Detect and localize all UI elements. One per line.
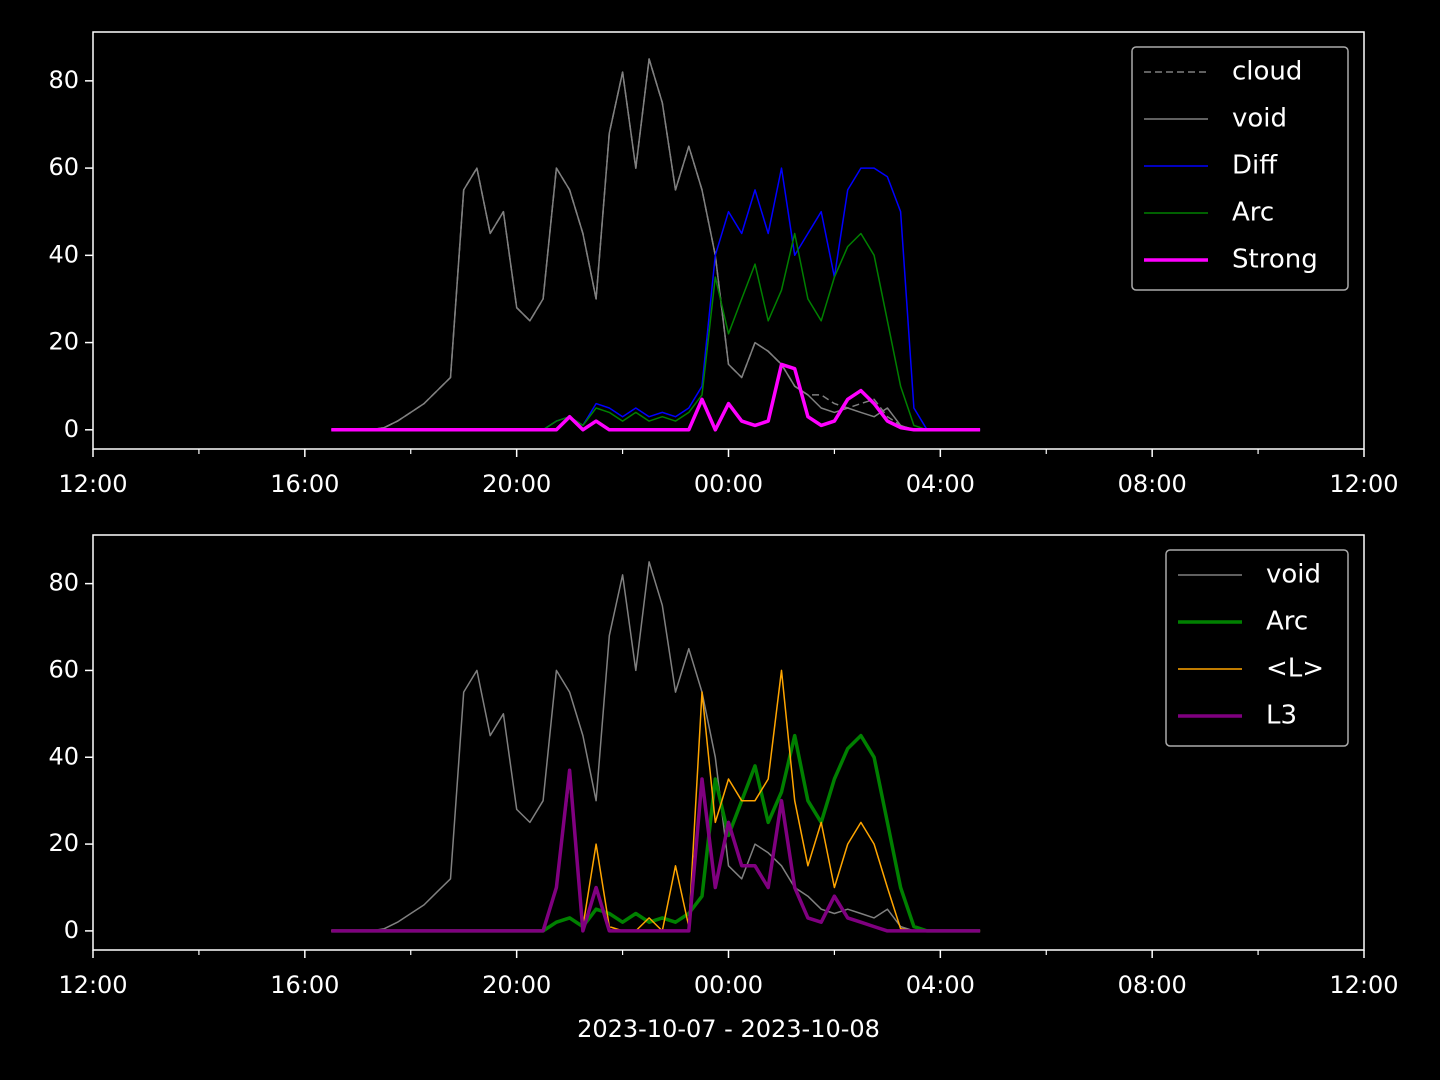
- x-tick-label: 04:00: [906, 470, 975, 498]
- y-tick-label: 80: [48, 569, 79, 597]
- legend-label: Diff: [1232, 151, 1278, 181]
- legend-label: cloud: [1232, 57, 1302, 87]
- x-tick-label: 20:00: [482, 470, 551, 498]
- series-line: [331, 768, 981, 933]
- series-line: [331, 362, 981, 432]
- x-tick-label: 16:00: [270, 971, 339, 999]
- series-line: [331, 561, 981, 932]
- legend-label: Strong: [1232, 245, 1318, 275]
- x-tick-label: 04:00: [906, 971, 975, 999]
- y-tick-label: 0: [64, 415, 79, 443]
- legend-label: Arc: [1232, 198, 1274, 228]
- x-tick-label: 00:00: [694, 971, 763, 999]
- x-tick-label: 00:00: [694, 470, 763, 498]
- series-line: [331, 733, 981, 933]
- legend-label: void: [1266, 560, 1321, 590]
- legend-label: Arc: [1266, 607, 1308, 637]
- x-tick-label: 20:00: [482, 971, 551, 999]
- y-tick-label: 40: [48, 742, 79, 770]
- x-axis-label: 2023-10-07 - 2023-10-08: [577, 1015, 880, 1043]
- x-tick-label: 12:00: [58, 470, 127, 498]
- x-tick-label: 08:00: [1118, 470, 1187, 498]
- series-line: [331, 58, 981, 431]
- series-line: [331, 58, 981, 431]
- x-tick-label: 12:00: [1329, 971, 1398, 999]
- y-tick-label: 20: [48, 829, 79, 857]
- y-tick-label: 40: [48, 240, 79, 268]
- y-tick-label: 80: [48, 66, 79, 94]
- y-tick-label: 60: [48, 655, 79, 683]
- legend-box: [1131, 46, 1349, 291]
- x-tick-label: 12:00: [58, 971, 127, 999]
- axes-frame: [92, 31, 1365, 450]
- legend-label: L3: [1266, 701, 1297, 731]
- y-tick-label: 60: [48, 153, 79, 181]
- x-tick-label: 12:00: [1329, 470, 1398, 498]
- legend-label: <L>: [1266, 654, 1324, 684]
- y-tick-label: 20: [48, 328, 79, 356]
- series-line: [331, 232, 981, 431]
- legend-label: void: [1232, 104, 1287, 134]
- axes-frame: [92, 534, 1365, 951]
- y-tick-label: 0: [64, 916, 79, 944]
- legend-box: [1165, 549, 1349, 747]
- x-tick-label: 16:00: [270, 470, 339, 498]
- x-tick-label: 08:00: [1118, 971, 1187, 999]
